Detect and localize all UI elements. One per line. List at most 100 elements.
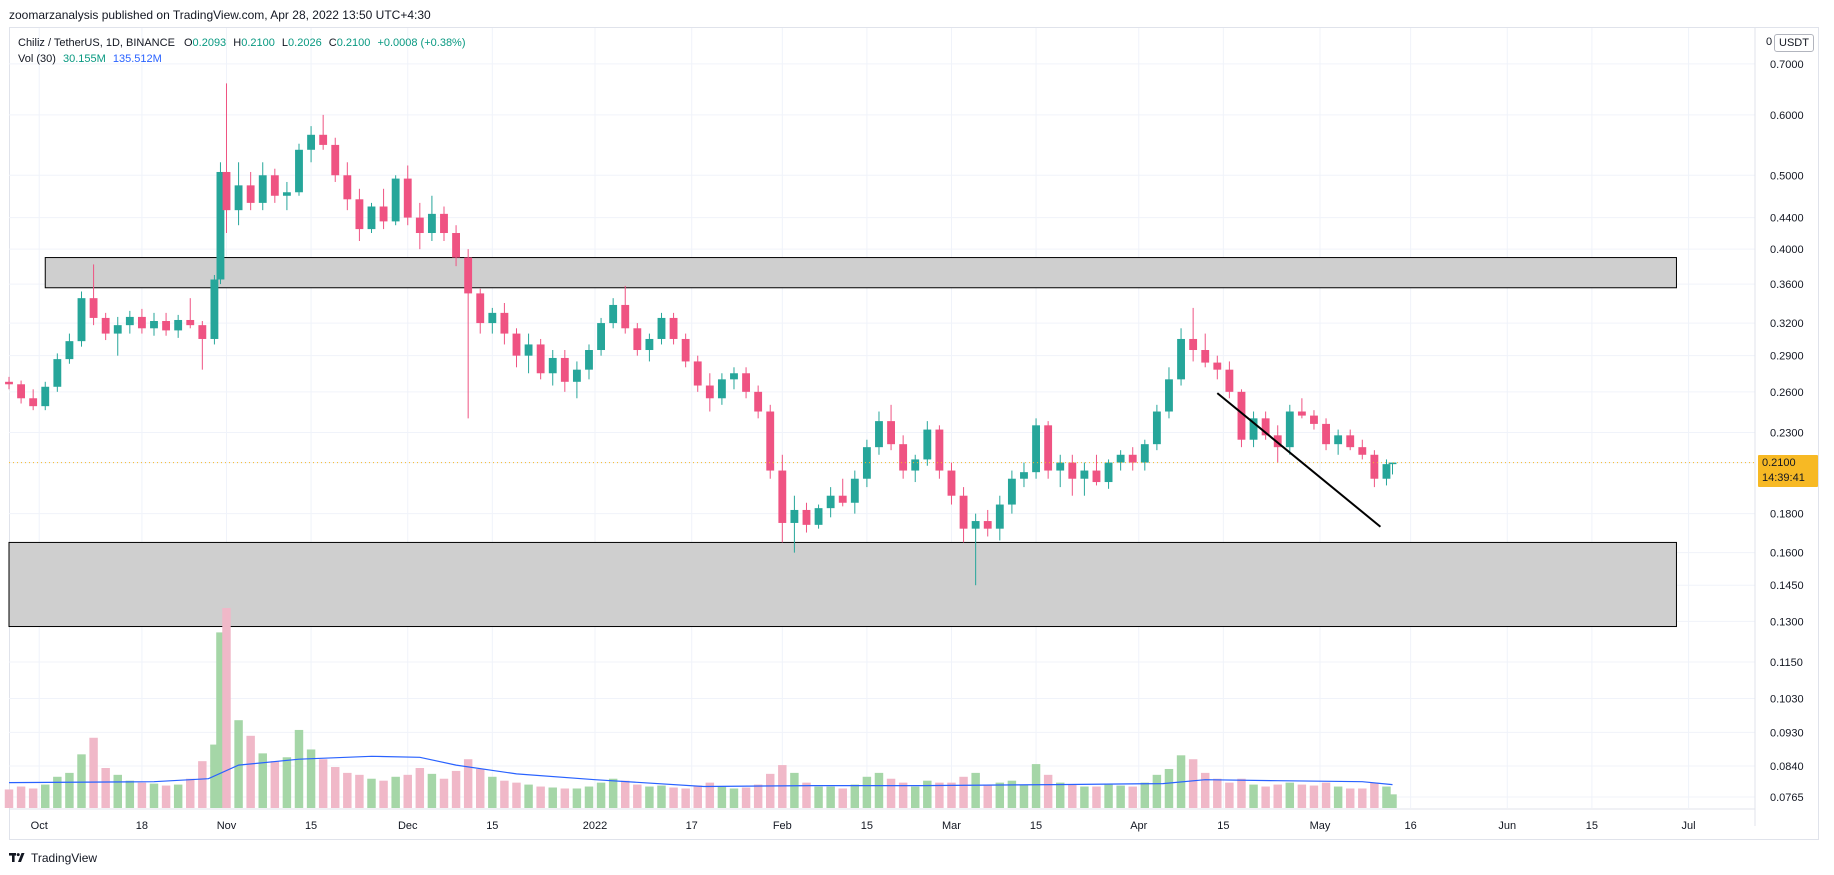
volume-bar (258, 753, 267, 808)
candle-body (162, 321, 171, 331)
legend-open-label: O (183, 37, 193, 49)
candle-body (379, 206, 388, 222)
candle-body (1285, 411, 1294, 448)
volume-bar (826, 786, 835, 808)
candle-body (1165, 379, 1173, 412)
chart-area[interactable] (9, 27, 1819, 840)
volume-bar (1388, 794, 1397, 808)
volume-bar (1068, 784, 1077, 808)
volume-bar (89, 737, 98, 808)
currency-indicator: 0 (1766, 36, 1773, 48)
time-tick-label: 17 (686, 820, 698, 832)
candle-body (174, 319, 183, 331)
candle (234, 162, 243, 226)
candle (947, 462, 956, 505)
candle (452, 225, 460, 267)
candle-body (766, 411, 775, 471)
candle-body (53, 359, 62, 387)
candle-body (1237, 391, 1246, 440)
candle-body (657, 317, 666, 339)
candle (343, 162, 352, 211)
candle (887, 404, 895, 451)
volume-bar (1007, 780, 1017, 808)
candle (282, 181, 291, 211)
volume-bar (741, 787, 751, 808)
tradingview-brand[interactable]: TradingView (31, 851, 98, 865)
candle (572, 361, 581, 399)
volume-bar (850, 784, 860, 808)
candle (1273, 425, 1282, 463)
volume-bar (1358, 788, 1367, 808)
legend-close-label: C (328, 37, 337, 49)
candle-body (754, 391, 763, 412)
volume-layer (4, 608, 1397, 808)
candle (681, 333, 690, 368)
price-tick-label: 0.2600 (1770, 387, 1804, 399)
candle-body (1201, 350, 1210, 363)
candle-body (645, 338, 654, 351)
publisher-text: zoomarzanalysis published on TradingView… (9, 8, 431, 22)
candle (1237, 389, 1246, 448)
volume-bar (488, 776, 497, 808)
candle-body (65, 341, 74, 360)
volume-bar (1080, 786, 1089, 808)
candle (983, 509, 992, 537)
volume-bar (1019, 784, 1029, 808)
zones-layer (8, 257, 1677, 628)
volume-bar (1297, 784, 1307, 808)
time-tick-label: Nov (217, 820, 237, 832)
candle (548, 350, 557, 386)
candle (1334, 429, 1343, 455)
candle (440, 206, 448, 241)
candle (5, 376, 13, 390)
candle (1177, 328, 1185, 386)
candle-body (186, 319, 195, 326)
candle (911, 454, 920, 483)
candle-body (1128, 454, 1137, 463)
candle-body (1388, 462, 1397, 465)
volume-bar (463, 759, 473, 808)
volume-bar (1092, 786, 1101, 808)
volume-bar (355, 774, 364, 808)
candle-body (705, 385, 714, 399)
legend-symbol: Chiliz / TetherUS, 1D, BINANCE (18, 37, 175, 49)
legend-low-label: L (281, 37, 289, 49)
candle-body (415, 217, 424, 234)
volume-bar (216, 632, 225, 808)
currency-button[interactable]: USDT (1774, 34, 1814, 52)
candle-body (826, 495, 835, 509)
candle-body (947, 470, 956, 496)
candle-body (440, 213, 448, 234)
volume-bar (125, 780, 135, 808)
candle-body (681, 338, 690, 362)
candle-body (512, 333, 521, 356)
time-tick-label: Dec (398, 820, 418, 832)
candle (1068, 454, 1077, 496)
price-tick-label: 0.0840 (1770, 761, 1804, 773)
price-tick-label: 0.2300 (1770, 427, 1804, 439)
candle-body (923, 429, 932, 460)
volume-bar (560, 788, 570, 808)
candle-body (427, 213, 436, 234)
volume-bar (1249, 784, 1258, 808)
candle (1140, 439, 1149, 471)
candle-body (198, 325, 207, 339)
time-tick-label: Jun (1498, 820, 1516, 832)
candle (65, 333, 74, 364)
candle (621, 285, 630, 334)
volume-bar (584, 786, 594, 808)
candle-body (1068, 462, 1077, 479)
candle (1261, 411, 1270, 440)
volume-bar (1055, 782, 1065, 808)
chart-legend: Chiliz / TetherUS, 1D, BINANCE O0.2093 H… (18, 35, 466, 67)
time-tick-label: 15 (486, 820, 498, 832)
volume-bar (1225, 782, 1234, 808)
candle (1382, 459, 1391, 486)
volume-bar (572, 788, 582, 808)
volume-bar (778, 765, 787, 808)
candle-body (560, 357, 569, 382)
volume-bar (862, 776, 872, 808)
candle-body (802, 509, 811, 525)
tradingview-logo-icon[interactable] (9, 850, 25, 866)
